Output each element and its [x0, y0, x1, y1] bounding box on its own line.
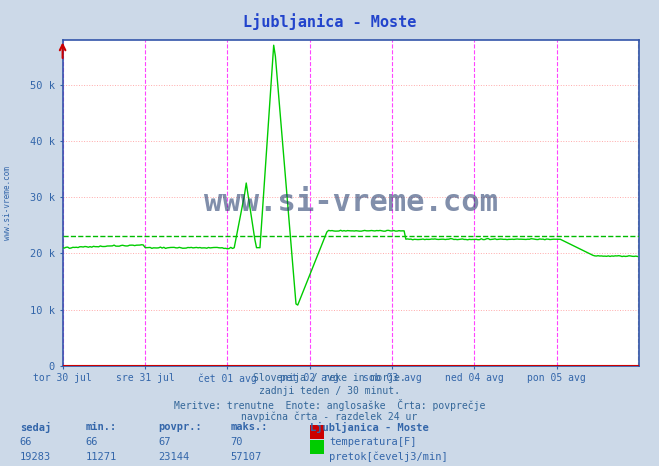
Text: sedaj: sedaj — [20, 422, 51, 433]
Text: Ljubljanica - Moste: Ljubljanica - Moste — [310, 422, 428, 433]
Text: navpična črta - razdelek 24 ur: navpična črta - razdelek 24 ur — [241, 412, 418, 423]
Text: temperatura[F]: temperatura[F] — [330, 437, 417, 446]
Text: www.si-vreme.com: www.si-vreme.com — [3, 166, 13, 240]
Text: 57107: 57107 — [231, 452, 262, 461]
Text: maks.:: maks.: — [231, 422, 268, 432]
Text: zadnji teden / 30 minut.: zadnji teden / 30 minut. — [259, 386, 400, 396]
Text: 66: 66 — [86, 437, 98, 446]
Text: Slovenija / reke in morje.: Slovenija / reke in morje. — [253, 373, 406, 383]
Text: 19283: 19283 — [20, 452, 51, 461]
Text: povpr.:: povpr.: — [158, 422, 202, 432]
Text: Meritve: trenutne  Enote: anglosaške  Črta: povprečje: Meritve: trenutne Enote: anglosaške Črta… — [174, 399, 485, 411]
Text: 66: 66 — [20, 437, 32, 446]
Text: 70: 70 — [231, 437, 243, 446]
Text: 67: 67 — [158, 437, 171, 446]
Text: 11271: 11271 — [86, 452, 117, 461]
Text: pretok[čevelj3/min]: pretok[čevelj3/min] — [330, 452, 448, 462]
Text: min.:: min.: — [86, 422, 117, 432]
Text: Ljubljanica - Moste: Ljubljanica - Moste — [243, 13, 416, 30]
Text: www.si-vreme.com: www.si-vreme.com — [204, 188, 498, 217]
Text: 23144: 23144 — [158, 452, 189, 461]
